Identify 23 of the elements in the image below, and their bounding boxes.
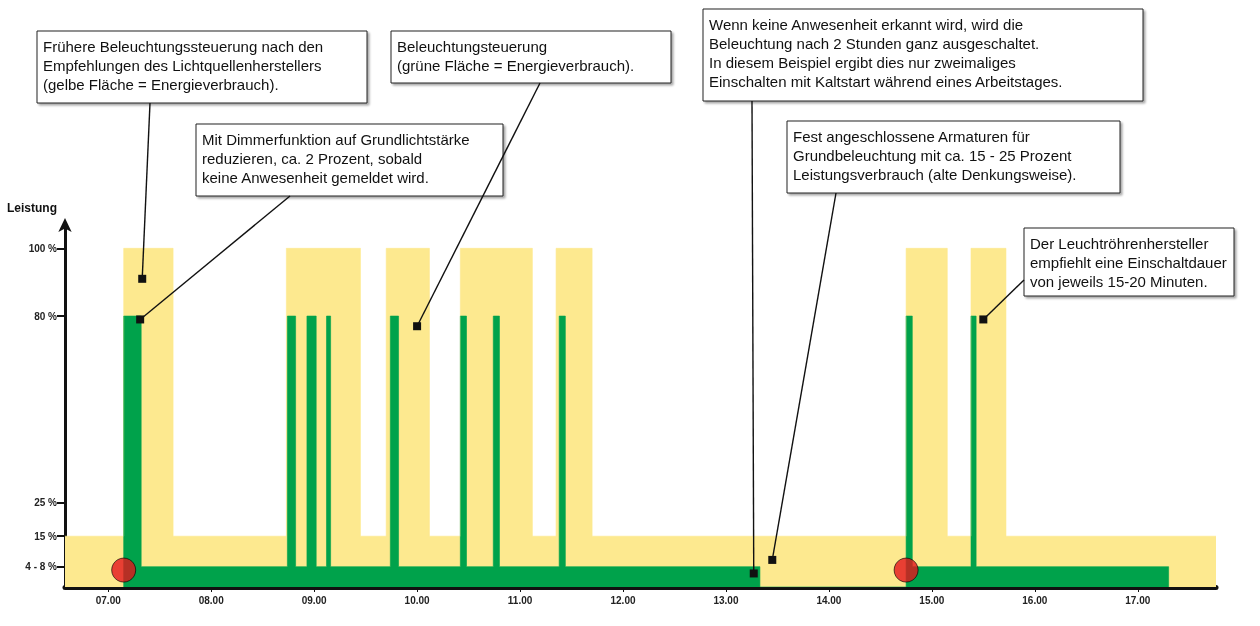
annotation: Mit Dimmerfunktion auf Grundlichtstärke reduzieren, ca. 2 Prozent, sobald keine Anwesenheit gemeldet wird. [202, 131, 470, 186]
y-tick-label: 4 - 8 % [25, 561, 58, 573]
y-tick-label: 80 % [34, 310, 58, 322]
x-tick-label: 13.00 [713, 594, 739, 606]
y-tick-label: 15 % [34, 530, 58, 542]
annotation: Der Leuchtröhrenhersteller empfiehlt eine Einschaltdauer von jeweils 15-20 Minuten. [1030, 235, 1227, 290]
annotation: Fest angeschlossene Armaturen für Grundbeleuchtung mit ca. 15 - 25 Prozent Leistungsverbrauch (alte Denkungsweise). [793, 128, 1077, 183]
x-tick-label: 16.00 [1022, 594, 1048, 606]
y-tick-label: 25 % [34, 496, 58, 508]
x-tick-label: 10.00 [404, 594, 431, 606]
x-tick-label: 07.00 [95, 594, 122, 606]
x-tick-label: 14.00 [816, 594, 842, 606]
x-tick-label: 08.00 [198, 594, 225, 606]
x-tick-label: 15.00 [919, 594, 945, 606]
y-tick-label: 100 % [28, 242, 58, 254]
annotation: Beleuchtungsteuerung (grüne Fläche = Energieverbrauch). [397, 38, 635, 74]
x-tick-label: 11.00 [507, 594, 533, 606]
x-tick-label: 17.00 [1125, 594, 1151, 606]
x-tick-label: 09.00 [301, 594, 328, 606]
annotation: Wenn keine Anwesenheit erkannt wird, wird die Beleuchtung nach 2 Stunden ganz ausgeschaltet. In diesem Beispiel ergibt dies nur zweimaliges Einschalten mit Kaltstart während eines Arbeitstages. [709, 16, 1063, 90]
annotation: Frühere Beleuchtungssteuerung nach den Empfehlungen des Lichtquellenherstellers (gelbe Fläche = Energieverbrauch). [43, 38, 324, 93]
x-tick-label: 12.00 [610, 594, 636, 606]
y-axis-title: Leistung [7, 201, 57, 215]
